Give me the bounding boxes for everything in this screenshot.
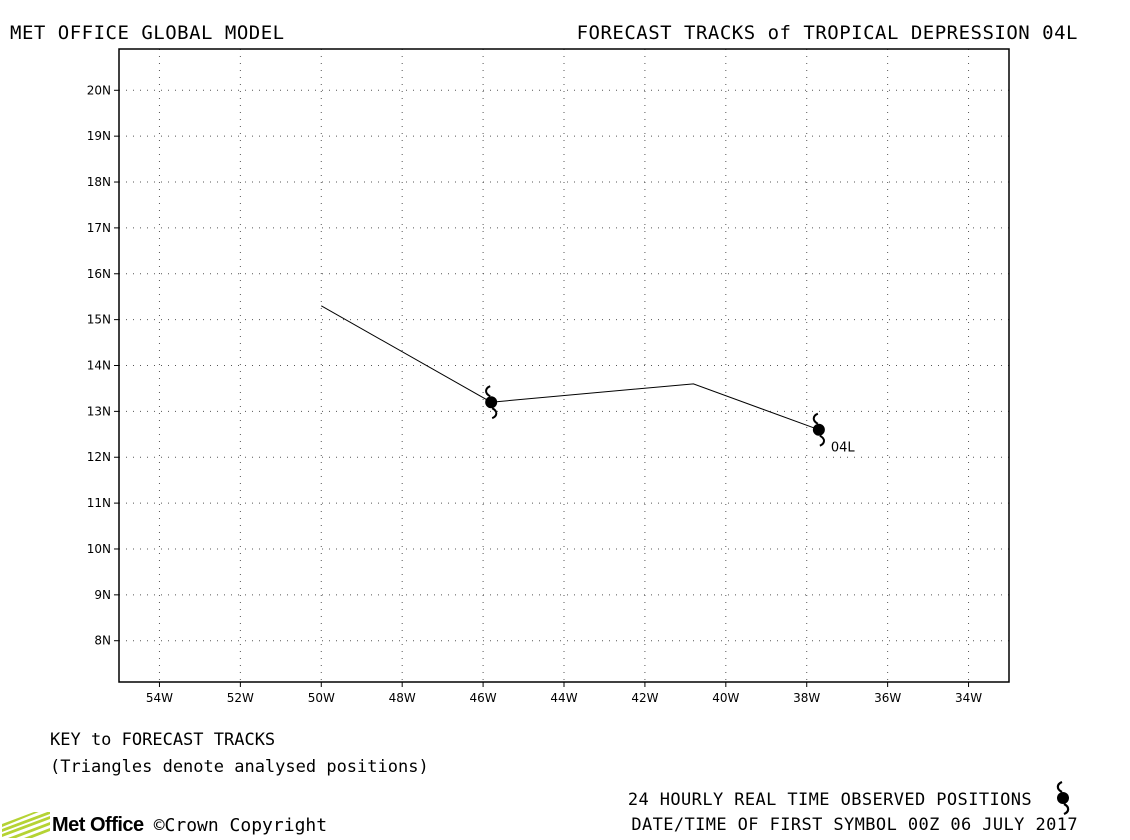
met-office-logo: Met Office ©Crown Copyright [2,810,327,840]
lon-tick-label: 38W [793,691,820,705]
met-office-stripes-icon [2,812,50,838]
lat-tick-label: 19N [87,129,111,143]
lat-tick-label: 9N [94,588,111,602]
lat-tick-label: 8N [94,634,111,648]
storm-label: 04L [831,441,856,456]
latitude-labels: 20N 19N 18N 17N 16N 15N 14N 13N 12N 11N 10N 9N 8N [87,83,119,648]
lat-tick-label: 12N [87,450,111,464]
lon-tick-label: 40W [712,691,739,705]
lon-tick-label: 34W [955,691,982,705]
observed-positions-label: 24 HOURLY REAL TIME OBSERVED POSITIONS [627,790,1032,810]
logo-text: Met Office [52,813,144,836]
tropical-cyclone-icon [485,385,498,420]
forecast-title: FORECAST TRACKS of TROPICAL DEPRESSION 0… [576,22,1078,44]
forecast-track [321,305,820,431]
lat-tick-label: 13N [87,404,111,418]
tropical-cyclone-icon [812,412,825,447]
lat-tick-label: 10N [87,542,111,556]
lon-tick-label: 44W [550,691,577,705]
lat-tick-label: 18N [87,175,111,189]
lat-tick-label: 17N [87,221,111,235]
lon-tick-label: 50W [308,691,335,705]
key-note: (Triangles denote analysed positions) [50,757,429,777]
track-line [321,305,820,431]
observed-symbols: 04L [485,385,856,456]
lat-tick-label: 14N [87,359,111,373]
model-title: MET OFFICE GLOBAL MODEL [10,22,285,44]
copyright-notice: ©Crown Copyright [153,814,328,836]
first-symbol-datetime: DATE/TIME OF FIRST SYMBOL 00Z 06 JULY 20… [631,815,1078,835]
lat-tick-label: 16N [87,267,111,281]
lon-tick-label: 46W [470,691,497,705]
tropical-cyclone-icon [1056,780,1070,816]
lon-tick-label: 42W [631,691,658,705]
grid-lines [119,49,1009,682]
longitude-labels: 54W 52W 50W 48W 46W 44W 42W 40W 38W 36W 34W [146,682,982,705]
lon-tick-label: 54W [146,691,173,705]
lat-tick-label: 20N [87,83,111,97]
lat-tick-label: 15N [87,313,111,327]
key-title: KEY to FORECAST TRACKS [50,730,276,750]
lat-tick-label: 11N [87,496,111,510]
lon-tick-label: 36W [874,691,901,705]
lon-tick-label: 52W [227,691,254,705]
lon-tick-label: 48W [389,691,416,705]
